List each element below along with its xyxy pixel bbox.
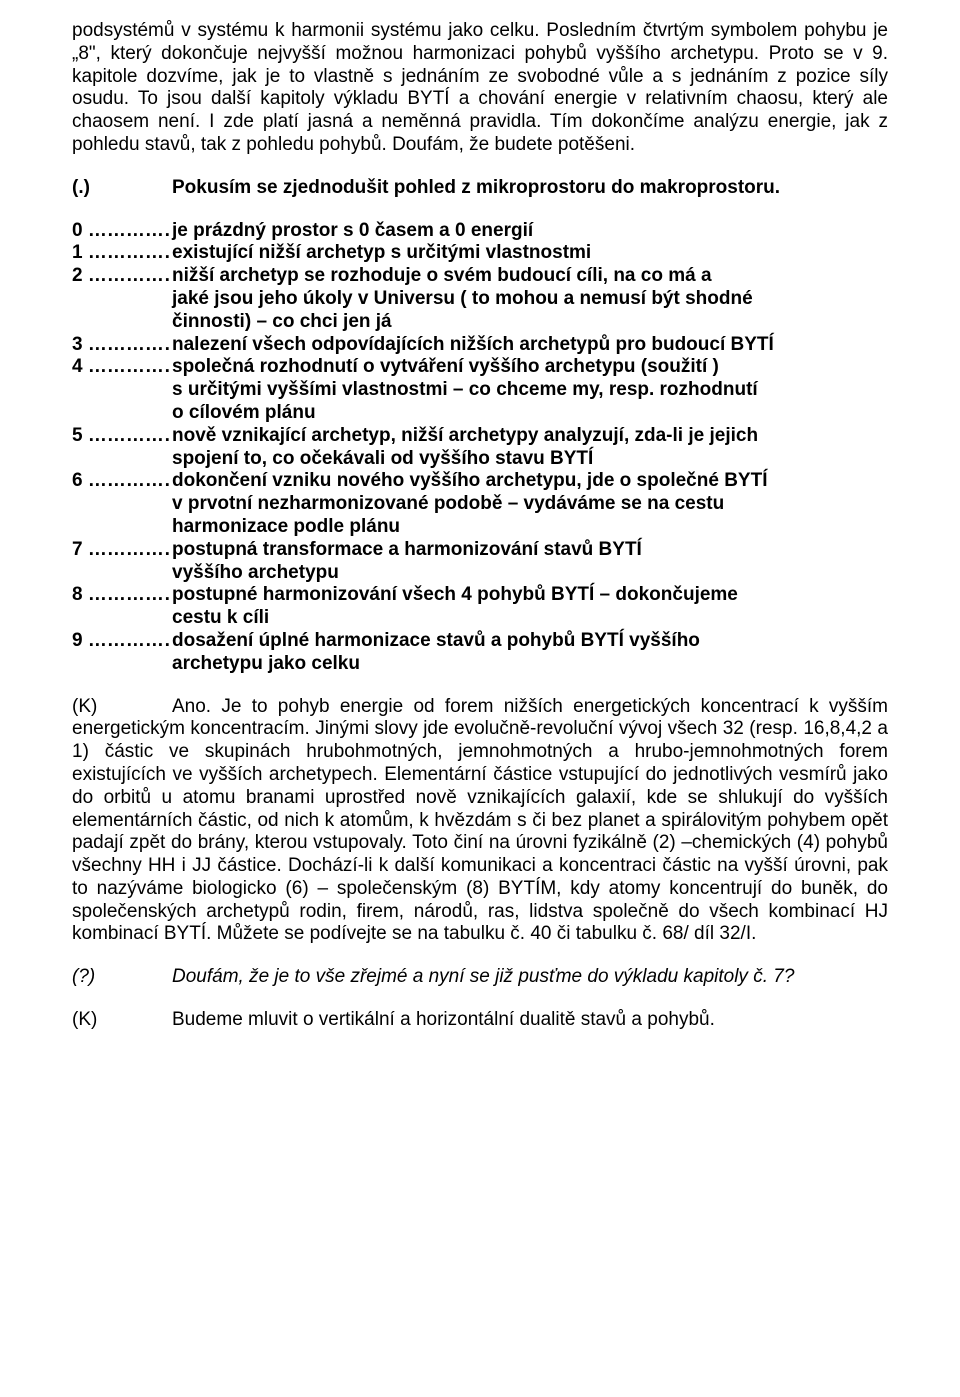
k-speaker-label: (K) [72, 696, 172, 719]
intro-paragraph: podsystémů v systému k harmonii systému … [72, 20, 888, 157]
list-item-number: 8 …………… [72, 584, 172, 607]
list-item-number: 9 …………… [72, 630, 172, 653]
list-item-number: 1 …………… [72, 242, 172, 265]
list-item: 3 ……………nalezení všech odpovídajících niž… [72, 334, 888, 357]
list-item-continuation: o cílovém plánu [72, 402, 888, 425]
list-item-text: postupné harmonizování všech 4 pohybů BY… [172, 584, 888, 607]
k-paragraph-text: Ano. Je to pohyb energie od forem nižšíc… [72, 696, 888, 945]
list-item: 6 ……………dokončení vzniku nového vyššího a… [72, 470, 888, 493]
list-item-continuation: činnosti) – co chci jen já [72, 311, 888, 334]
list-item-continuation: archetypu jako celku [72, 653, 888, 676]
list-item-continuation: cestu k cíli [72, 607, 888, 630]
list-item: 2 ……………nižší archetyp se rozhoduje o své… [72, 265, 888, 288]
list-item-continuation: v prvotní nezharmonizované podobě – vydá… [72, 493, 888, 516]
k-line: (K) Budeme mluvit o vertikální a horizon… [72, 1009, 888, 1032]
dialogue-dot: (.) Pokusím se zjednodušit pohled z mikr… [72, 177, 888, 200]
list-item-number: 7 …………… [72, 539, 172, 562]
list-item-text: postupná transformace a harmonizování st… [172, 539, 888, 562]
list-item-continuation: vyššího archetypu [72, 562, 888, 585]
list-item-number: 0 …………… [72, 220, 172, 243]
numbered-list: 0 ……………je prázdný prostor s 0 časem a 0 … [72, 220, 888, 676]
list-item-continuation: harmonizace podle plánu [72, 516, 888, 539]
list-item-continuation: spojení to, co očekávali od vyššího stav… [72, 448, 888, 471]
question-line: (?) Doufám, že je to vše zřejmé a nyní s… [72, 966, 888, 989]
list-item: 1 ……………existující nižší archetyp s určit… [72, 242, 888, 265]
k-line-speaker: (K) [72, 1009, 172, 1032]
list-item: 9 ……………dosažení úplné harmonizace stavů … [72, 630, 888, 653]
list-item: 0 ……………je prázdný prostor s 0 časem a 0 … [72, 220, 888, 243]
list-item-text: společná rozhodnutí o vytváření vyššího … [172, 356, 888, 379]
list-item-continuation: jaké jsou jeho úkoly v Universu ( to moh… [72, 288, 888, 311]
list-item-number: 6 …………… [72, 470, 172, 493]
dialogue-speaker: (.) [72, 177, 172, 200]
list-item-number: 5 …………… [72, 425, 172, 448]
list-item-text: nižší archetyp se rozhoduje o svém budou… [172, 265, 888, 288]
list-item: 4 ……………společná rozhodnutí o vytváření v… [72, 356, 888, 379]
list-item-text: dosažení úplné harmonizace stavů a pohyb… [172, 630, 888, 653]
list-item-text: existující nižší archetyp s určitými vla… [172, 242, 888, 265]
question-text: Doufám, že je to vše zřejmé a nyní se ji… [172, 966, 888, 989]
list-item: 7 ……………postupná transformace a harmonizo… [72, 539, 888, 562]
question-speaker: (?) [72, 966, 172, 989]
list-item-text: nalezení všech odpovídajících nižších ar… [172, 334, 888, 357]
list-item-text: je prázdný prostor s 0 časem a 0 energií [172, 220, 888, 243]
list-item: 5 ……………nově vznikající archetyp, nižší a… [72, 425, 888, 448]
list-item: 8 ……………postupné harmonizování všech 4 po… [72, 584, 888, 607]
list-item-text: nově vznikající archetyp, nižší archetyp… [172, 425, 888, 448]
list-item-number: 2 …………… [72, 265, 172, 288]
dialogue-text: Pokusím se zjednodušit pohled z mikropro… [172, 177, 888, 200]
list-item-continuation: s určitými vyššími vlastnostmi – co chce… [72, 379, 888, 402]
k-line-text: Budeme mluvit o vertikální a horizontáln… [172, 1009, 888, 1032]
list-item-number: 3 …………… [72, 334, 172, 357]
k-paragraph: (K)Ano. Je to pohyb energie od forem niž… [72, 696, 888, 947]
list-item-number: 4 …………… [72, 356, 172, 379]
list-item-text: dokončení vzniku nového vyššího archetyp… [172, 470, 888, 493]
